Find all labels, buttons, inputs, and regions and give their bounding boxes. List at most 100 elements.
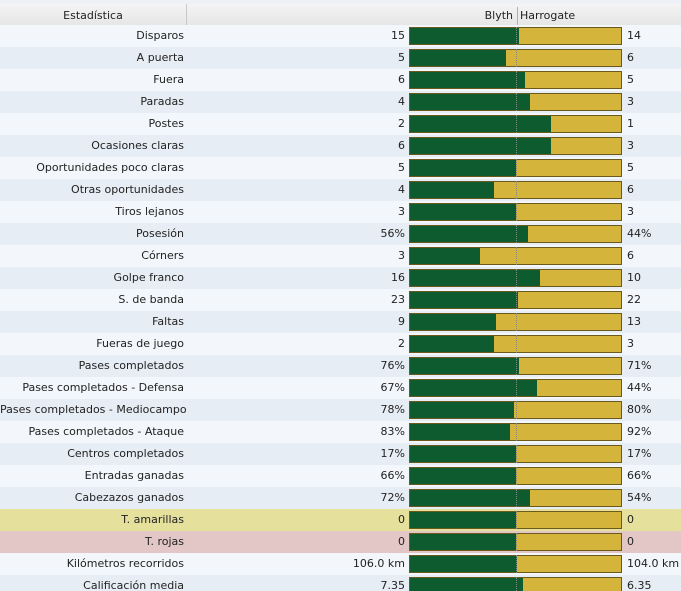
away-value: 104.0 km [627, 557, 680, 570]
header-divider [517, 7, 518, 25]
home-bar-fill [410, 314, 496, 330]
away-team-header[interactable]: Harrogate [520, 9, 576, 22]
stat-row: T. rojas 0 0 [0, 531, 681, 553]
stat-label: Faltas [152, 315, 184, 328]
bar-midline [516, 27, 517, 45]
bar-midline [516, 335, 517, 353]
home-value: 3 [398, 205, 405, 218]
comparison-bar [409, 401, 622, 419]
bar-midline [516, 225, 517, 243]
home-value: 56% [380, 227, 405, 240]
home-value: 0 [398, 513, 405, 526]
comparison-bar [409, 335, 622, 353]
comparison-bar [409, 533, 622, 551]
away-value: 6 [627, 183, 634, 196]
away-value: 0 [627, 513, 634, 526]
away-value: 44% [627, 227, 652, 240]
home-value: 4 [398, 183, 405, 196]
stat-row: Fuera 6 5 [0, 69, 681, 91]
home-bar-fill [410, 226, 528, 242]
away-value: 5 [627, 161, 634, 174]
away-value: 0 [627, 535, 634, 548]
home-bar-fill [410, 402, 514, 418]
comparison-bar [409, 159, 622, 177]
away-value: 6.35 [627, 579, 652, 591]
bar-midline [516, 423, 517, 441]
away-value: 10 [627, 271, 641, 284]
home-bar-fill [410, 446, 516, 462]
home-value: 72% [380, 491, 405, 504]
stat-column-header[interactable]: Estadística [0, 4, 187, 28]
home-bar-fill [410, 50, 506, 66]
away-value: 5 [627, 73, 634, 86]
stat-label: Otras oportunidades [71, 183, 184, 196]
home-value: 6 [398, 139, 405, 152]
comparison-bar [409, 137, 622, 155]
stat-label: Fueras de juego [96, 337, 184, 350]
bar-midline [516, 93, 517, 111]
home-bar-fill [410, 512, 516, 528]
stat-row: Ocasiones claras 6 3 [0, 135, 681, 157]
stat-label: Calificación media [83, 579, 184, 591]
stat-row: Calificación media 7.35 6.35 [0, 575, 681, 591]
comparison-bar [409, 93, 622, 111]
bar-midline [516, 269, 517, 287]
bar-midline [516, 555, 517, 573]
stat-row: Pases completados 76% 71% [0, 355, 681, 377]
home-value: 66% [380, 469, 405, 482]
stat-row: Pases completados - Defensa 67% 44% [0, 377, 681, 399]
home-value: 17% [380, 447, 405, 460]
stat-label: Fuera [153, 73, 184, 86]
stat-label: Córners [141, 249, 184, 262]
bar-midline [516, 467, 517, 485]
stat-row: Paradas 4 3 [0, 91, 681, 113]
comparison-bar [409, 445, 622, 463]
stat-row: Córners 3 6 [0, 245, 681, 267]
comparison-bar [409, 203, 622, 221]
stat-row: Tiros lejanos 3 3 [0, 201, 681, 223]
stat-label: Pases completados - Mediocampo [0, 403, 187, 416]
stat-label: Pases completados - Defensa [22, 381, 184, 394]
comparison-bar [409, 247, 622, 265]
stat-row: S. de banda 23 22 [0, 289, 681, 311]
home-value: 5 [398, 51, 405, 64]
stat-row: Fueras de juego 2 3 [0, 333, 681, 355]
comparison-bar [409, 313, 622, 331]
comparison-bar [409, 467, 622, 485]
comparison-bar [409, 181, 622, 199]
comparison-bar [409, 555, 622, 573]
stat-label: Centros completados [67, 447, 184, 460]
stat-row: Pases completados - Ataque 83% 92% [0, 421, 681, 443]
home-bar-fill [410, 468, 516, 484]
stat-row: Otras oportunidades 4 6 [0, 179, 681, 201]
stat-row: Cabezazos ganados 72% 54% [0, 487, 681, 509]
bar-midline [516, 401, 517, 419]
bar-midline [516, 203, 517, 221]
away-value: 3 [627, 139, 634, 152]
bar-midline [516, 137, 517, 155]
home-bar-fill [410, 94, 530, 110]
stat-label: Pases completados - Ataque [28, 425, 184, 438]
home-bar-fill [410, 182, 494, 198]
stat-row: Pases completados - Mediocampo 78% 80% [0, 399, 681, 421]
home-bar-fill [410, 116, 551, 132]
away-value: 13 [627, 315, 641, 328]
away-value: 22 [627, 293, 641, 306]
stat-row: T. amarillas 0 0 [0, 509, 681, 531]
comparison-bar [409, 489, 622, 507]
stat-label: Posesión [136, 227, 184, 240]
comparison-bar [409, 27, 622, 45]
home-team-header[interactable]: Blyth [484, 9, 513, 22]
stat-label: Ocasiones claras [91, 139, 184, 152]
stat-label: T. rojas [145, 535, 184, 548]
away-value: 3 [627, 95, 634, 108]
home-bar-fill [410, 292, 518, 308]
comparison-bar [409, 115, 622, 133]
stat-label: T. amarillas [121, 513, 184, 526]
home-bar-fill [410, 556, 517, 572]
stat-label: S. de banda [118, 293, 184, 306]
stat-row: A puerta 5 6 [0, 47, 681, 69]
stat-label: Postes [148, 117, 184, 130]
away-value: 92% [627, 425, 652, 438]
